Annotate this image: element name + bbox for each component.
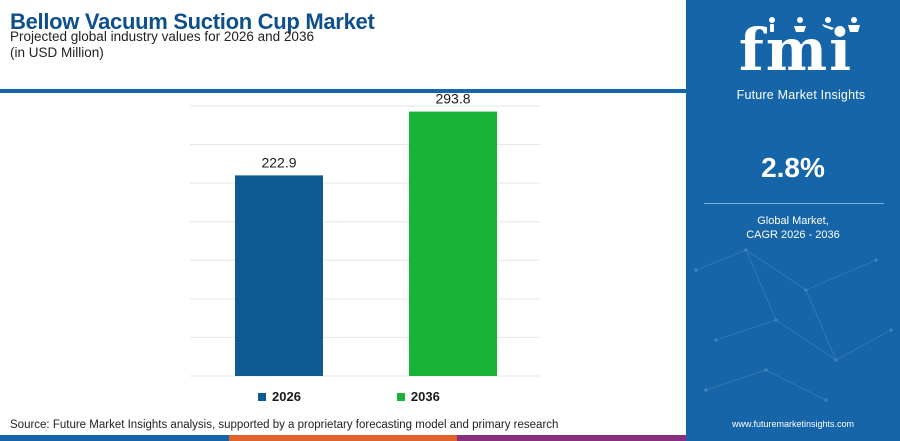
cagr-label-line1: Global Market, bbox=[757, 215, 829, 227]
logo-wordmark: fmi bbox=[738, 16, 854, 84]
chart-legend: 2026 2036 bbox=[258, 389, 440, 404]
page-title: Bellow Vacuum Suction Cup Market bbox=[10, 9, 375, 34]
legend-swatch-2026 bbox=[258, 392, 266, 401]
footer-color-bar bbox=[0, 435, 687, 441]
footer-bar-segment-blue bbox=[0, 435, 229, 441]
website-link[interactable]: www.futuremarketinsights.com bbox=[731, 419, 855, 429]
legend-swatch-2036 bbox=[396, 392, 405, 401]
legend-label-2026: 2026 bbox=[272, 389, 301, 404]
footer-bar-segment-purple bbox=[457, 435, 687, 441]
cagr-divider bbox=[704, 203, 884, 204]
legend-item-2026: 2026 bbox=[258, 389, 301, 404]
bar-2026 bbox=[235, 175, 323, 376]
bar-chart-svg: 222.9 293.8 bbox=[190, 91, 540, 377]
bar-chart: 222.9 293.8 bbox=[190, 91, 540, 390]
footer-bar-segment-orange bbox=[228, 435, 458, 441]
source-note: Source: Future Market Insights analysis,… bbox=[10, 419, 559, 431]
side-panel: fmi Future Market Insights 2.8% Global M… bbox=[686, 0, 900, 441]
page-subtitle: Projected global industry values for 202… bbox=[10, 29, 314, 44]
fmi-logo[interactable]: fmi Future Market Insights bbox=[716, 10, 876, 102]
legend-label-2036: 2036 bbox=[410, 389, 440, 404]
people-figures-icon bbox=[769, 17, 860, 32]
logo-company-name: Future Market Insights bbox=[736, 88, 866, 102]
header-divider bbox=[0, 89, 686, 93]
cagr-value: 2.8% bbox=[761, 152, 825, 183]
cagr-label: Global Market, CAGR 2026 - 2036 bbox=[686, 215, 900, 242]
cagr-label-line2: CAGR 2026 - 2036 bbox=[746, 228, 840, 241]
network-pattern-decoration bbox=[694, 248, 893, 402]
header: Bellow Vacuum Suction Cup Market Project… bbox=[0, 0, 686, 93]
bar-value-label-2026: 222.9 bbox=[261, 154, 296, 170]
bar-2036 bbox=[409, 111, 497, 376]
unit-label: (in USD Million) bbox=[10, 45, 104, 60]
legend-item-2036: 2036 bbox=[396, 389, 440, 404]
bar-value-label-2036: 293.8 bbox=[435, 91, 470, 107]
